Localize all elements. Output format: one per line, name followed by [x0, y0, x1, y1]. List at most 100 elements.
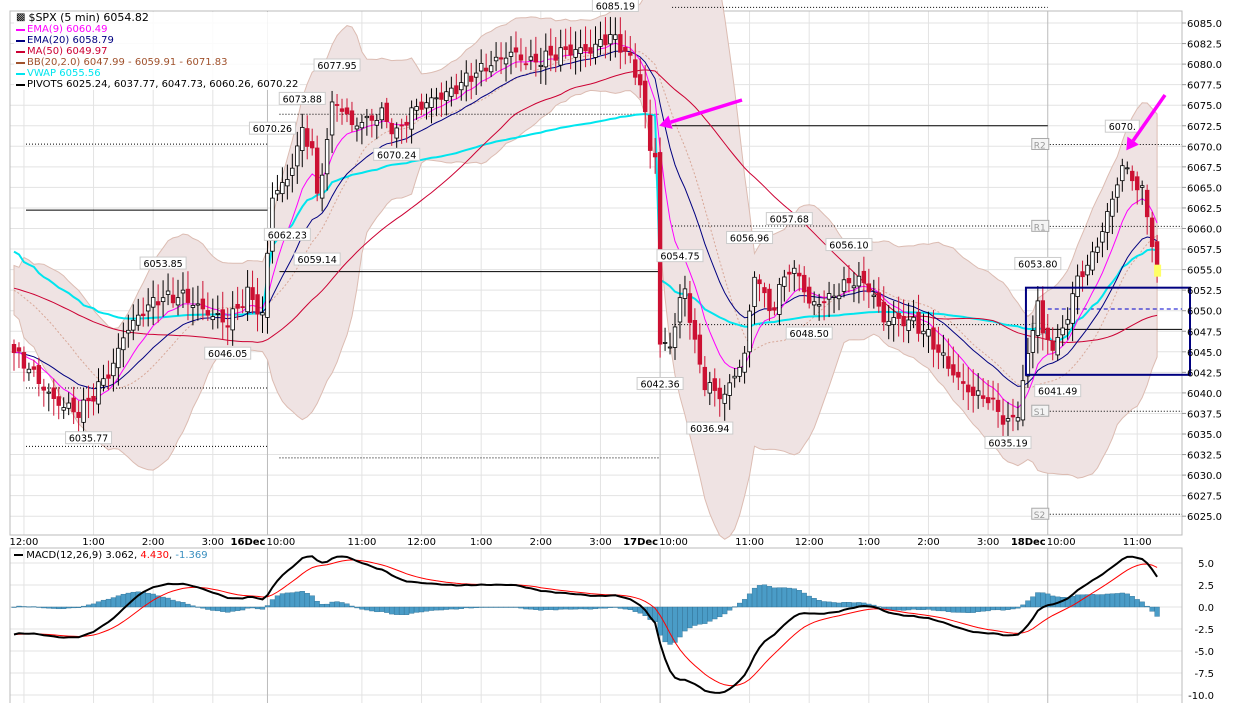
annotation-box	[65, 431, 113, 445]
macd-histogram-bar	[1035, 592, 1041, 608]
pivot-label-box	[1031, 219, 1050, 232]
candle-body	[469, 75, 474, 82]
y-tick-label: 6082.5	[1187, 40, 1222, 51]
candle-body	[280, 182, 285, 195]
price-annotation: 6046.05	[208, 349, 247, 360]
candle-body	[483, 67, 489, 72]
annotation-box	[293, 252, 341, 266]
macd-histogram-bar	[249, 606, 256, 609]
candle-body	[314, 147, 320, 194]
y-tick-label: 6042.5	[1187, 368, 1222, 379]
macd-histogram-bar	[751, 587, 758, 608]
y-tick-label: 6040.0	[1187, 389, 1222, 400]
candle-body	[150, 297, 156, 308]
candle-body	[1105, 211, 1110, 233]
pivot-label: S2	[1034, 511, 1045, 521]
candle-body	[429, 97, 434, 108]
candle-body	[856, 275, 862, 287]
macd-histogram-bar	[587, 606, 594, 610]
macd-histogram-bar	[274, 595, 281, 608]
macd-histogram-bar	[672, 606, 678, 643]
candle-body	[777, 284, 782, 315]
macd-histogram-bar	[1025, 600, 1031, 608]
macd-histogram-bar	[622, 606, 628, 610]
candle-body	[896, 312, 901, 319]
candle-body	[563, 46, 568, 50]
x-tick-label: 10:00	[266, 537, 295, 548]
candle-body	[642, 80, 648, 113]
legend-item: VWAP 6055.56	[16, 68, 298, 79]
macd-histogram-bar	[826, 601, 832, 608]
candle-body	[543, 50, 548, 68]
candle-body	[697, 334, 703, 365]
candle-body	[1060, 327, 1065, 336]
annotation-box	[686, 421, 734, 435]
x-tick-label: 12:00	[10, 537, 39, 548]
candle-body	[767, 288, 772, 312]
macd-histogram-bar	[786, 587, 792, 608]
candle-body	[618, 34, 623, 53]
macd-histogram-bar	[836, 602, 842, 608]
macd-histogram-bar	[389, 606, 395, 615]
macd-histogram-bar	[980, 606, 986, 612]
macd-histogram-bar	[493, 606, 499, 608]
macd-histogram-bar	[906, 606, 912, 611]
macd-histogram-bar	[960, 606, 966, 613]
annotation-box	[248, 121, 296, 135]
macd-histogram-bar	[801, 592, 807, 608]
macd-histogram-bar	[901, 606, 907, 611]
candle-body	[260, 312, 265, 316]
candle-body	[1010, 414, 1016, 418]
candle-body	[931, 327, 936, 350]
price-annotation: 6036.94	[690, 424, 729, 435]
candle-body	[578, 47, 583, 54]
macd-histogram-bar	[165, 597, 171, 608]
macd-histogram-bar	[428, 606, 435, 611]
candle-body	[344, 107, 350, 115]
candle-body	[180, 289, 186, 294]
candle-body	[195, 303, 201, 306]
macd-histogram-bar	[781, 587, 787, 608]
macd-histogram-bar	[741, 599, 748, 608]
price-annotation: 6062.23	[268, 230, 307, 241]
price-annotation: 6073.88	[283, 94, 322, 105]
y-tick-label: 6035.0	[1187, 430, 1222, 441]
macd-histogram-bar	[185, 603, 191, 608]
macd-histogram-bar	[61, 606, 67, 609]
y-tick-label: 6032.5	[1187, 451, 1222, 462]
macd-histogram-bar	[697, 606, 703, 625]
candle-body	[1110, 198, 1115, 217]
macd-histogram-bar	[80, 605, 87, 608]
macd-histogram-bar	[120, 593, 126, 608]
candle-body	[772, 307, 777, 311]
macd-histogram-bar	[573, 606, 579, 610]
macd-histogram-bar	[955, 606, 961, 613]
candle-body	[265, 252, 270, 318]
macd-histogram-bar	[364, 606, 370, 611]
macd-histogram-bar	[51, 606, 57, 609]
macd-histogram-bar	[329, 601, 335, 608]
price-annotation: 6085.19	[596, 1, 635, 12]
legend-swatch	[16, 61, 25, 64]
macd-histogram-bar	[235, 606, 241, 611]
macd-histogram-bar	[453, 606, 459, 610]
macd-histogram-bar	[349, 605, 355, 608]
pivot-label: R2	[1034, 141, 1046, 151]
candle-body	[548, 45, 553, 56]
candle-body	[200, 298, 206, 310]
macd-histogram-bar	[657, 606, 663, 636]
price-annotation: 6070.26	[253, 124, 292, 135]
macd-histogram-bar	[26, 606, 32, 608]
macd-histogram-bar	[215, 606, 221, 612]
candle-body	[717, 387, 722, 400]
x-tick-label: 10:00	[1047, 537, 1076, 548]
candle-body	[523, 63, 529, 66]
candle-body	[1015, 417, 1021, 422]
candle-body	[583, 44, 588, 52]
price-annotation: 6041.49	[1038, 387, 1077, 398]
candle-body	[1100, 231, 1105, 243]
candle-body	[56, 396, 61, 406]
macd-histogram-bar	[1020, 604, 1026, 608]
pivot-label: S1	[1034, 408, 1045, 418]
candle-body	[91, 395, 96, 402]
